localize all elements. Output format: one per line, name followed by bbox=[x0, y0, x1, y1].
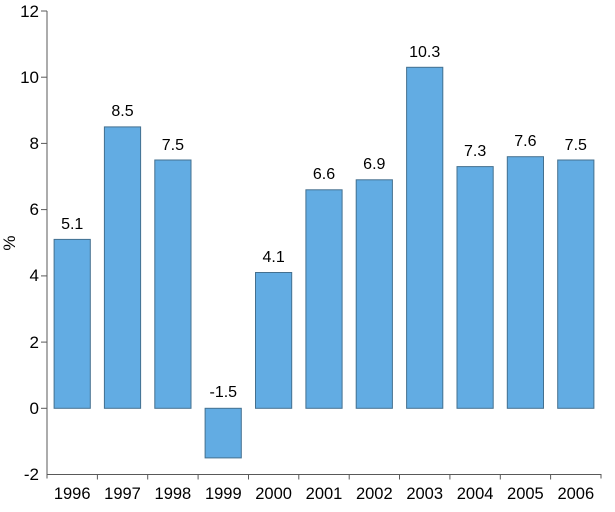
svg-text:7.3: 7.3 bbox=[464, 143, 486, 160]
svg-text:2004: 2004 bbox=[457, 485, 494, 503]
svg-text:12: 12 bbox=[20, 2, 39, 21]
svg-text:7.5: 7.5 bbox=[162, 137, 184, 154]
svg-text:-2: -2 bbox=[24, 465, 39, 484]
svg-text:8.5: 8.5 bbox=[111, 103, 133, 120]
svg-text:1996: 1996 bbox=[54, 485, 91, 503]
svg-text:2003: 2003 bbox=[406, 485, 443, 503]
svg-text:2: 2 bbox=[30, 333, 39, 352]
svg-text:2001: 2001 bbox=[306, 485, 343, 503]
svg-text:10.3: 10.3 bbox=[409, 44, 440, 61]
svg-text:4: 4 bbox=[30, 266, 39, 285]
svg-text:10: 10 bbox=[20, 68, 39, 87]
svg-text:-1.5: -1.5 bbox=[210, 384, 238, 401]
svg-text:7.5: 7.5 bbox=[565, 137, 587, 154]
svg-text:2002: 2002 bbox=[356, 485, 393, 503]
svg-text:2005: 2005 bbox=[507, 485, 544, 503]
svg-text:0: 0 bbox=[30, 399, 39, 418]
svg-text:%: % bbox=[0, 235, 19, 250]
svg-text:2000: 2000 bbox=[255, 485, 292, 503]
svg-text:6.9: 6.9 bbox=[363, 156, 385, 173]
svg-text:6.6: 6.6 bbox=[313, 166, 335, 183]
svg-text:8: 8 bbox=[30, 134, 39, 153]
svg-text:1999: 1999 bbox=[205, 485, 242, 503]
svg-text:6: 6 bbox=[30, 200, 39, 219]
svg-text:1997: 1997 bbox=[104, 485, 141, 503]
svg-text:5.1: 5.1 bbox=[61, 216, 83, 233]
svg-text:1998: 1998 bbox=[155, 485, 192, 503]
svg-text:7.6: 7.6 bbox=[514, 133, 536, 150]
svg-text:2006: 2006 bbox=[557, 485, 594, 503]
svg-text:4.1: 4.1 bbox=[262, 249, 284, 266]
